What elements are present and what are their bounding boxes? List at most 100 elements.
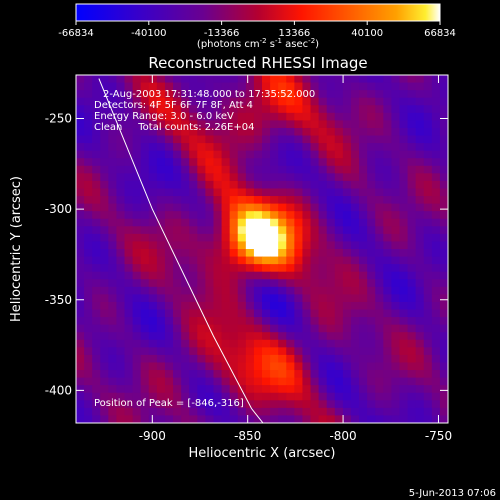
heatmap-cell bbox=[156, 309, 166, 318]
heatmap-cell bbox=[415, 332, 425, 341]
heatmap-cell bbox=[76, 112, 85, 121]
heatmap-cell bbox=[334, 256, 344, 265]
heatmap-cell bbox=[334, 75, 344, 84]
heatmap-cell bbox=[100, 317, 109, 326]
heatmap-cell bbox=[383, 392, 392, 401]
heatmap-cell bbox=[197, 400, 206, 409]
heatmap-cell bbox=[84, 218, 93, 227]
heatmap-cell bbox=[342, 370, 352, 379]
heatmap-cell bbox=[100, 385, 109, 394]
heatmap-cell bbox=[407, 180, 417, 190]
heatmap-cell bbox=[407, 143, 417, 152]
heatmap-cell bbox=[237, 112, 247, 121]
heatmap-cell bbox=[173, 271, 182, 280]
heatmap-cell bbox=[237, 317, 247, 326]
heatmap-cell bbox=[270, 385, 279, 394]
heatmap-cell bbox=[148, 324, 158, 333]
heatmap-cell bbox=[367, 271, 376, 280]
heatmap-cell bbox=[439, 271, 448, 280]
heatmap-cell bbox=[310, 82, 320, 91]
heatmap-cell bbox=[262, 233, 271, 243]
heatmap-cell bbox=[367, 158, 376, 167]
heatmap-cell bbox=[156, 127, 166, 137]
heatmap-cell bbox=[278, 407, 287, 417]
heatmap-cell bbox=[262, 339, 271, 348]
heatmap-cell bbox=[100, 400, 109, 409]
heatmap-cell bbox=[350, 196, 360, 205]
heatmap-cell bbox=[423, 241, 433, 250]
heatmap-cell bbox=[148, 112, 158, 121]
heatmap-cell bbox=[407, 218, 417, 227]
heatmap-cell bbox=[132, 256, 142, 265]
heatmap-cell bbox=[189, 97, 198, 106]
heatmap-cell bbox=[310, 279, 320, 288]
heatmap-cell bbox=[253, 218, 263, 227]
heatmap-cell bbox=[108, 347, 118, 356]
heatmap-cell bbox=[84, 362, 93, 371]
heatmap-cell bbox=[375, 233, 384, 243]
heatmap-cell bbox=[350, 415, 360, 423]
heatmap-cell bbox=[302, 309, 312, 318]
heatmap-cell bbox=[415, 347, 425, 356]
heatmap-cell bbox=[278, 105, 287, 114]
heatmap-cell bbox=[237, 256, 247, 265]
heatmap-cell bbox=[359, 370, 368, 379]
heatmap-cell bbox=[278, 97, 287, 106]
heatmap-cell bbox=[359, 196, 368, 205]
heatmap-cell bbox=[367, 165, 376, 174]
heatmap-cell bbox=[124, 256, 134, 265]
heatmap-cell bbox=[431, 392, 441, 401]
heatmap-cell bbox=[189, 196, 198, 205]
y-axis-ticks: -400-350-300-250 bbox=[45, 112, 448, 397]
heatmap-cell bbox=[407, 203, 417, 212]
heatmap-cell bbox=[237, 339, 247, 348]
heatmap-cell bbox=[76, 407, 85, 417]
heatmap-cell bbox=[286, 135, 295, 144]
heatmap-cell bbox=[350, 226, 360, 235]
heatmap-cell bbox=[334, 203, 344, 212]
heatmap-cell bbox=[245, 135, 255, 144]
heatmap-cell bbox=[415, 256, 425, 265]
heatmap-cell bbox=[278, 112, 287, 121]
heatmap-cell bbox=[221, 158, 231, 167]
heatmap-cell bbox=[221, 105, 231, 114]
heatmap-cell bbox=[310, 309, 320, 318]
heatmap-cell bbox=[124, 180, 134, 190]
heatmap-cell bbox=[92, 165, 101, 174]
heatmap-cell bbox=[431, 279, 441, 288]
heatmap-cell bbox=[383, 173, 392, 182]
heatmap-cell bbox=[350, 97, 360, 106]
heatmap-cell bbox=[148, 90, 158, 99]
heatmap-cell bbox=[391, 105, 401, 114]
heatmap-cell bbox=[253, 279, 263, 288]
heatmap-cell bbox=[342, 218, 352, 227]
heatmap-cell bbox=[245, 188, 255, 197]
heatmap-cell bbox=[221, 400, 231, 409]
heatmap-cell bbox=[213, 165, 223, 174]
heatmap-cell bbox=[367, 339, 376, 348]
heatmap-cell bbox=[116, 392, 126, 401]
heatmap-cell bbox=[318, 241, 328, 250]
heatmap-cell bbox=[221, 127, 231, 137]
heatmap-cell bbox=[213, 105, 223, 114]
heatmap-cell bbox=[205, 127, 215, 137]
heatmap-cell bbox=[253, 135, 263, 144]
heatmap-cell bbox=[173, 339, 182, 348]
heatmap-cell bbox=[116, 135, 126, 144]
heatmap-cell bbox=[310, 324, 320, 333]
heatmap-cell bbox=[189, 143, 198, 152]
heatmap-cell bbox=[237, 241, 247, 250]
heatmap-cell bbox=[237, 203, 247, 212]
heatmap-cell bbox=[278, 218, 287, 227]
heatmap-cell bbox=[302, 317, 312, 326]
heatmap-cell bbox=[334, 249, 344, 258]
heatmap-cell bbox=[383, 362, 392, 371]
heatmap-cell bbox=[407, 264, 417, 273]
heatmap-cell bbox=[173, 188, 182, 197]
heatmap-cell bbox=[76, 362, 85, 371]
heatmap-cell bbox=[286, 415, 295, 423]
heatmap-cell bbox=[76, 241, 85, 250]
heatmap-cell bbox=[367, 218, 376, 227]
heatmap-cell bbox=[140, 400, 150, 409]
heatmap-cell bbox=[221, 233, 231, 243]
